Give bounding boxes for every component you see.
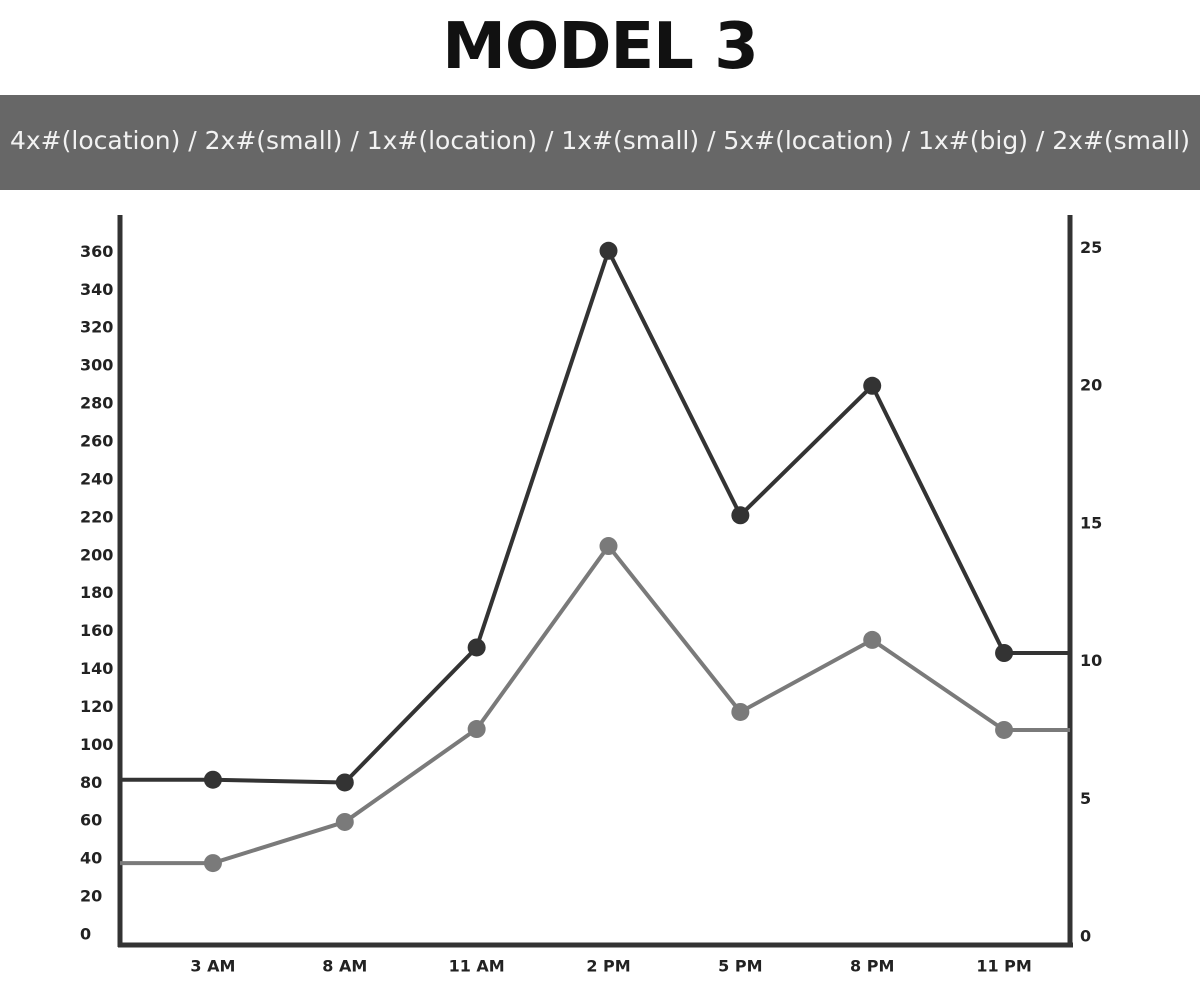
x-tick-label: 8 AM: [322, 957, 367, 976]
y-tick-label: 20: [80, 887, 102, 906]
y2-tick-label: 0: [1080, 927, 1091, 946]
y-tick-label: 300: [80, 356, 113, 375]
y-tick-label: 100: [80, 735, 113, 754]
y-tick-label: 40: [80, 849, 102, 868]
y-tick-label: 200: [80, 545, 113, 564]
subtitle-banner: 4x#(location) / 2x#(small) / 1x#(locatio…: [0, 95, 1200, 190]
point: [467, 720, 486, 739]
x-tick-label: 11 PM: [976, 957, 1031, 976]
y2-tick-label: 10: [1080, 651, 1102, 670]
y2-tick-label: 5: [1080, 789, 1091, 808]
point: [335, 773, 354, 792]
x-tick-label: 11 AM: [449, 957, 505, 976]
point: [203, 854, 222, 873]
y-tick-label: 0: [80, 925, 91, 944]
y-tick-label: 340: [80, 280, 113, 299]
x-tick-label: 2 PM: [586, 957, 630, 976]
x-tick-label: 8 PM: [850, 957, 894, 976]
point: [335, 812, 354, 831]
series-line: [212, 248, 1006, 785]
chart-title: MODEL 3: [442, 10, 759, 84]
y-tick-label: 180: [80, 583, 113, 602]
y-tick-label: 240: [80, 469, 113, 488]
y-tick-label: 80: [80, 773, 102, 792]
y-tick-label: 60: [80, 811, 102, 830]
x-tick-label: 5 PM: [718, 957, 762, 976]
y2-tick-label: 15: [1080, 513, 1102, 532]
y-tick-label: 320: [80, 318, 113, 337]
point: [599, 241, 618, 260]
y2-tick-label: 25: [1080, 238, 1102, 257]
y-tick-label: 220: [80, 507, 113, 526]
point: [599, 537, 618, 556]
y2-tick-label: 20: [1080, 376, 1102, 395]
y-tick-label: 280: [80, 394, 113, 413]
y-tick-label: 120: [80, 697, 113, 716]
y-tick-label: 140: [80, 659, 113, 678]
point: [731, 702, 750, 721]
y-tick-label: 360: [80, 242, 113, 261]
point: [995, 720, 1014, 739]
y-tick-label: 260: [80, 432, 113, 451]
point: [863, 630, 882, 649]
y-tick-label: 160: [80, 621, 113, 640]
x-tick-label: 3 AM: [190, 957, 235, 976]
point: [467, 638, 486, 657]
point: [863, 376, 882, 395]
series-line: [212, 544, 1006, 865]
point: [995, 644, 1014, 662]
point: [203, 770, 222, 789]
point: [731, 506, 750, 525]
